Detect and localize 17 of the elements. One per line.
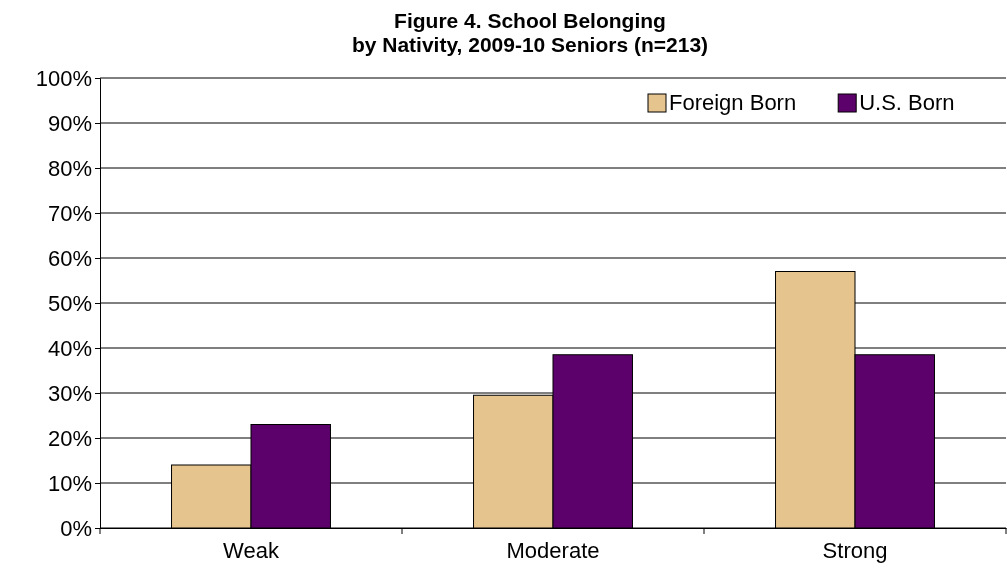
y-tick-label: 100% [35,65,92,91]
y-tick-label: 90% [47,110,92,136]
y-tick-label: 20% [47,425,92,451]
y-tick-label: 40% [47,335,92,361]
legend-label: U.S. Born [859,90,955,115]
y-tick-label: 60% [47,245,92,271]
y-tick-label: 70% [47,200,92,226]
y-tick-label: 30% [47,380,92,406]
y-tick-label: 10% [47,470,92,496]
y-tick-label: 0% [60,515,92,541]
chart-title: Figure 4. School Belonging by Nativity, 2009-10 Seniors (n=213) [351,9,709,56]
legend-label: Foreign Born [669,90,797,115]
x-tick-label: Strong [822,537,888,563]
x-tick-label: Weak [223,537,280,563]
y-tick-label: 80% [47,155,92,181]
x-tick-label: Moderate [506,537,600,563]
y-tick-label: 50% [47,290,92,316]
